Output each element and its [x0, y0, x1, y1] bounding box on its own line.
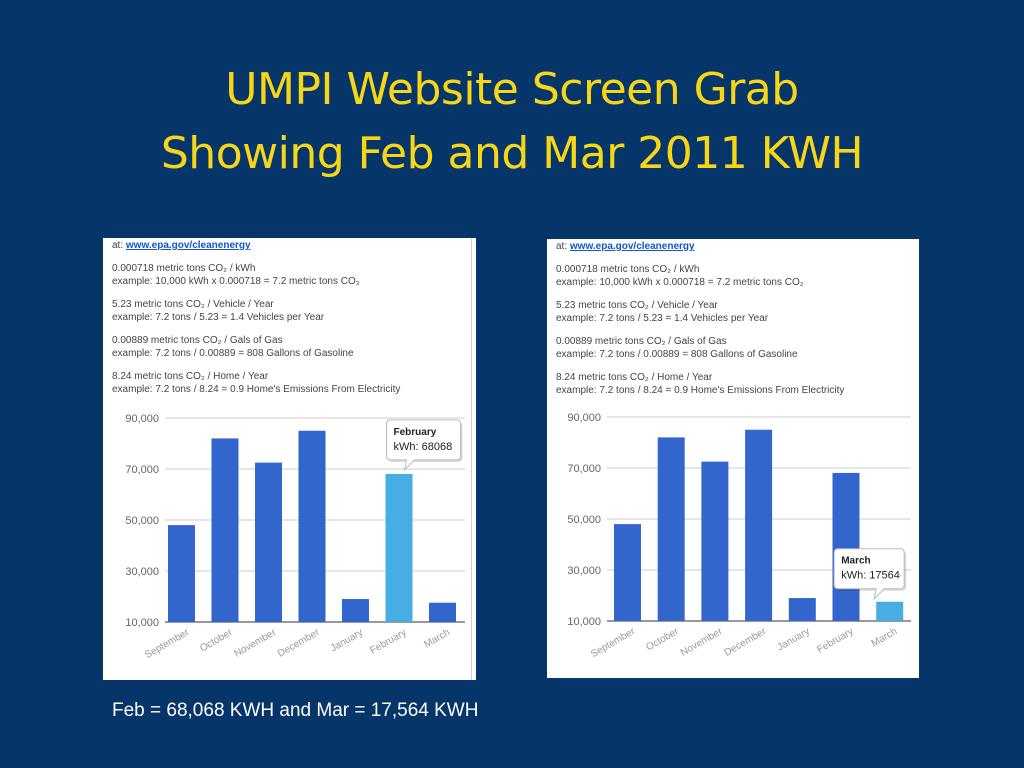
y-tick-label: 70,000 — [567, 463, 601, 475]
info-block-kwh: 0.000718 metric tons CO₂ / kWh example: … — [556, 263, 916, 289]
tooltip-box — [386, 419, 461, 472]
tooltip-box — [833, 548, 905, 601]
info-line: 5.23 metric tons CO₂ / Vehicle / Year — [556, 300, 718, 311]
y-tick-label: 10,000 — [567, 616, 601, 628]
bar-september[interactable] — [614, 524, 641, 621]
tooltip-value: kWh: 68068 — [394, 441, 453, 453]
y-tick-label: 90,000 — [125, 413, 159, 425]
info-example: example: 7.2 tons / 5.23 = 1.4 Vehicles … — [556, 313, 769, 324]
info-block-home: 8.24 metric tons CO₂ / Home / Year examp… — [112, 370, 472, 396]
info-line: 0.000718 metric tons CO₂ / kWh — [112, 263, 256, 274]
info-example: example: 7.2 tons / 0.00889 = 808 Gallon… — [556, 349, 798, 360]
info-line: 8.24 metric tons CO₂ / Home / Year — [112, 371, 269, 382]
info-example: example: 10,000 kWh x 0.000718 = 7.2 met… — [112, 276, 360, 287]
tooltip-title: February — [394, 427, 437, 438]
x-tick-label: September — [589, 626, 637, 660]
info-example: example: 7.2 tons / 8.24 = 0.9 Home's Em… — [556, 385, 845, 396]
x-tick-label: December — [276, 627, 322, 660]
info-line: 0.000718 metric tons CO₂ / kWh — [556, 264, 700, 275]
info-block-home: 8.24 metric tons CO₂ / Home / Year examp… — [556, 371, 916, 397]
screenshot-panel-february: at: www.epa.gov/cleanenergy 0.000718 met… — [103, 238, 476, 680]
epa-link[interactable]: www.epa.gov/cleanenergy — [125, 240, 251, 251]
info-example: example: 7.2 tons / 8.24 = 0.9 Home's Em… — [112, 384, 401, 395]
bar-october[interactable] — [657, 437, 685, 621]
y-tick-label: 30,000 — [125, 566, 159, 578]
info-block-vehicle: 5.23 metric tons CO₂ / Vehicle / Year ex… — [112, 298, 472, 324]
x-tick-label: March — [422, 627, 452, 650]
x-tick-label: October — [198, 627, 235, 655]
info-example: example: 7.2 tons / 0.00889 = 808 Gallon… — [112, 348, 354, 359]
bar-february[interactable] — [385, 473, 413, 622]
bar-tooltip: February kWh: 68068 — [386, 419, 463, 472]
x-tick-label: January — [775, 626, 811, 653]
scrollbar-edge — [471, 238, 472, 680]
bar-tooltip: March kWh: 17564 — [833, 548, 907, 601]
x-tick-label: January — [329, 627, 365, 654]
x-tick-label: December — [723, 626, 769, 659]
info-block-kwh: 0.000718 metric tons CO₂ / kWh example: … — [112, 262, 472, 288]
y-tick-label: 50,000 — [125, 515, 159, 527]
info-block-gas: 0.00889 metric tons CO₂ / Gals of Gas ex… — [112, 334, 472, 360]
screenshot-panel-march: at: www.epa.gov/cleanenergy 0.000718 met… — [547, 239, 919, 678]
x-tick-label: February — [815, 626, 855, 656]
x-tick-label: September — [143, 627, 191, 661]
info-block-gas: 0.00889 metric tons CO₂ / Gals of Gas ex… — [556, 335, 916, 361]
bar-december[interactable] — [298, 430, 326, 622]
kwh-bar-chart-march: 10,000 30,000 50,000 70,000 90,000 September O… — [567, 412, 911, 660]
bar-october[interactable] — [211, 438, 239, 622]
slide-title: UMPI Website Screen Grab Showing Feb and… — [0, 58, 1024, 186]
bar-january[interactable] — [342, 599, 369, 622]
x-tick-label: November — [679, 626, 725, 659]
x-tick-label: November — [233, 627, 279, 660]
bar-february[interactable] — [832, 472, 860, 621]
tooltip-value: kWh: 17564 — [841, 570, 900, 582]
summary-caption: Feb = 68,068 KWH and Mar = 17,564 KWH — [112, 700, 479, 721]
info-example: example: 7.2 tons / 5.23 = 1.4 Vehicles … — [112, 312, 325, 323]
y-tick-label: 90,000 — [567, 412, 601, 424]
source-prefix: at: — [556, 241, 570, 252]
source-prefix: at: — [112, 240, 126, 251]
epa-link[interactable]: www.epa.gov/cleanenergy — [569, 241, 695, 252]
emissions-info: at: www.epa.gov/cleanenergy 0.000718 met… — [556, 239, 916, 397]
bar-november[interactable] — [255, 462, 282, 622]
source-line: at: www.epa.gov/cleanenergy — [112, 239, 472, 252]
source-line: at: www.epa.gov/cleanenergy — [556, 240, 916, 253]
emissions-info: at: www.epa.gov/cleanenergy 0.000718 met… — [112, 238, 472, 396]
y-tick-label: 50,000 — [567, 514, 601, 526]
y-tick-label: 70,000 — [125, 464, 159, 476]
bar-march[interactable] — [876, 601, 904, 621]
x-tick-label: March — [870, 626, 900, 649]
y-tick-label: 10,000 — [125, 617, 159, 629]
info-example: example: 10,000 kWh x 0.000718 = 7.2 met… — [556, 277, 804, 288]
x-tick-label: February — [368, 627, 408, 657]
info-line: 5.23 metric tons CO₂ / Vehicle / Year — [112, 299, 274, 310]
info-line: 0.00889 metric tons CO₂ / Gals of Gas — [112, 335, 283, 346]
info-line: 8.24 metric tons CO₂ / Home / Year — [556, 372, 713, 383]
bar-january[interactable] — [788, 598, 816, 621]
y-tick-label: 30,000 — [567, 565, 601, 577]
bar-march[interactable] — [429, 602, 456, 622]
tooltip-title: March — [841, 556, 870, 567]
info-block-vehicle: 5.23 metric tons CO₂ / Vehicle / Year ex… — [556, 299, 916, 325]
kwh-bar-chart-february: 10,000 30,000 50,000 70,000 90,000 September O… — [125, 413, 465, 661]
x-tick-label: October — [644, 626, 681, 654]
slide-title-line-2: Showing Feb and Mar 2011 KWH — [160, 128, 864, 179]
bar-september[interactable] — [168, 525, 195, 622]
slide-title-line-1: UMPI Website Screen Grab — [225, 64, 799, 115]
bar-december[interactable] — [745, 429, 773, 621]
info-line: 0.00889 metric tons CO₂ / Gals of Gas — [556, 336, 727, 347]
bar-november[interactable] — [701, 461, 729, 621]
